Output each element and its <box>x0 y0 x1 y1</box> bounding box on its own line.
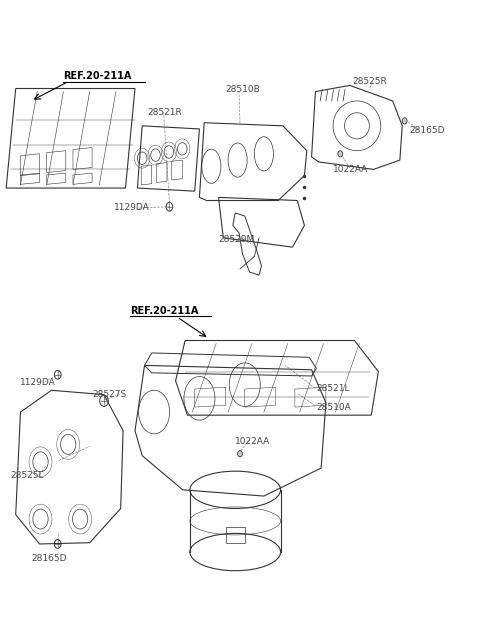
Circle shape <box>238 451 242 457</box>
Text: 28525L: 28525L <box>10 471 44 480</box>
Text: 28521R: 28521R <box>147 107 182 117</box>
Bar <box>226 527 245 542</box>
Text: 1022AA: 1022AA <box>333 165 368 174</box>
Text: 28165D: 28165D <box>31 554 66 562</box>
Text: 28165D: 28165D <box>409 126 445 135</box>
Text: 28521L: 28521L <box>316 384 350 393</box>
Text: REF.20-211A: REF.20-211A <box>63 71 132 81</box>
Text: 28510A: 28510A <box>316 402 351 412</box>
Text: 28510B: 28510B <box>226 85 261 94</box>
Text: 1022AA: 1022AA <box>235 437 270 446</box>
Text: 28525R: 28525R <box>352 76 387 86</box>
Circle shape <box>338 151 343 157</box>
Text: 28529M: 28529M <box>218 234 255 244</box>
Text: 1129DA: 1129DA <box>20 378 55 387</box>
Text: 28527S: 28527S <box>92 390 126 399</box>
Text: REF.20-211A: REF.20-211A <box>130 306 199 316</box>
Text: 1129DA: 1129DA <box>114 204 149 212</box>
Circle shape <box>402 118 407 124</box>
